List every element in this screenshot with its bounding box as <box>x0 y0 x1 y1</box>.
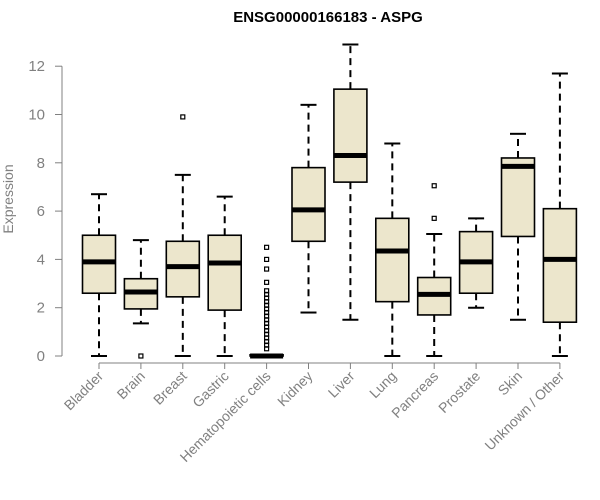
box-iqr <box>500 157 536 238</box>
chart-title: ENSG00000166183 - ASPG <box>233 9 423 26</box>
box-hematopoietic-cells <box>249 244 284 359</box>
outlier-point <box>138 353 144 359</box>
box-pancreas <box>416 183 452 357</box>
y-tick-label: 6 <box>37 203 45 220</box>
outlier-point <box>264 279 270 285</box>
y-axis: 0 2 4 6 8 10 12 <box>28 58 63 365</box>
x-tick-label: Lung <box>366 368 399 401</box>
outlier-point <box>431 183 437 189</box>
outlier-point <box>264 288 270 294</box>
x-tick-label: Unknown / Other <box>481 368 567 454</box>
y-tick-label: 0 <box>37 348 45 365</box>
box-unknown-other <box>542 72 578 357</box>
y-tick-label: 12 <box>28 58 45 75</box>
box-iqr <box>374 217 410 303</box>
box-iqr <box>207 234 242 311</box>
x-tick-label: Kidney <box>274 368 316 410</box>
y-tick-label: 2 <box>37 300 45 317</box>
x-tick-label: Bladder <box>61 368 107 414</box>
boxes-group <box>81 43 578 359</box>
outlier-point <box>180 114 186 120</box>
x-tick-label: Pancreas <box>388 368 441 421</box>
box-prostate <box>458 217 494 309</box>
box-iqr <box>333 88 368 183</box>
box-gastric <box>207 195 242 357</box>
y-axis-label: Expression <box>0 164 16 233</box>
y-tick-label: 10 <box>28 107 45 124</box>
box-iqr <box>542 207 578 323</box>
outlier-point <box>264 266 270 272</box>
box-brain <box>123 239 159 359</box>
x-tick-label: Skin <box>495 368 526 399</box>
outlier-point <box>431 215 437 221</box>
x-tick-label: Prostate <box>435 368 483 416</box>
x-tick-label: Breast <box>150 368 190 408</box>
box-breast <box>165 114 201 357</box>
box-iqr <box>291 166 326 243</box>
box-kidney <box>291 103 326 314</box>
x-tick-label: Liver <box>325 368 358 401</box>
outlier-point <box>264 244 270 250</box>
box-skin <box>500 132 536 321</box>
box-liver <box>333 43 368 321</box>
box-lung <box>374 142 410 357</box>
x-tick-label: Brain <box>114 368 148 402</box>
box-bladder <box>81 193 117 357</box>
outlier-point <box>264 256 270 262</box>
y-tick-label: 4 <box>37 251 45 268</box>
y-tick-label: 8 <box>37 155 45 172</box>
